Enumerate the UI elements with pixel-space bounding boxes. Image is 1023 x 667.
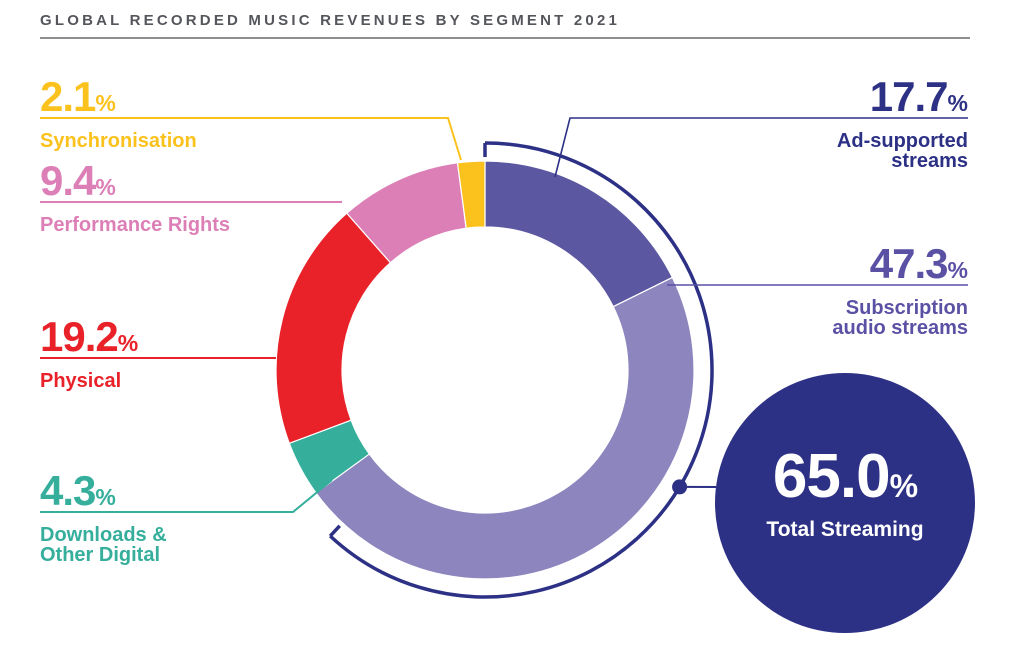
bracket-end-tick [328, 524, 342, 538]
callout-performance-rights: 9.4% Performance Rights [40, 157, 231, 236]
percent-sign: % [117, 330, 139, 356]
percent-sign: % [95, 174, 116, 200]
callout-label: Ad-supported streams [836, 130, 968, 172]
total-streaming-circle: 65.0% Total Streaming [715, 373, 975, 633]
callout-ad-supported-streams: 17.7% Ad-supported streams [836, 73, 968, 172]
percent-sign: % [95, 484, 116, 510]
leader-line-downloads-other-digital [40, 479, 333, 513]
donut-slice-ad-supported-streams [484, 160, 674, 308]
callout-label: Subscription audio streams [832, 297, 968, 339]
callout-physical: 19.2% Physical [40, 313, 139, 392]
percent-sign: % [95, 90, 116, 116]
callout-value: 47.3% [869, 240, 968, 287]
callout-label: Downloads & Other Digital [40, 524, 167, 566]
donut-slice-synchronisation [456, 160, 486, 229]
callout-value: 2.1% [40, 73, 116, 120]
donut-slice-subscription-audio-streams [315, 276, 695, 580]
total-label: Total Streaming [766, 517, 924, 541]
percent-sign: % [947, 257, 968, 283]
leader-line-ad-supported-streams [554, 117, 968, 178]
callout-value: 17.7% [869, 73, 968, 120]
leader-line-synchronisation [40, 117, 462, 161]
callout-value: 9.4% [40, 157, 116, 204]
total-value: 65.0% [772, 441, 918, 511]
callout-downloads-other-digital: 4.3% Downloads & Other Digital [40, 467, 167, 566]
bracket-dot [672, 479, 688, 495]
callout-synchronisation: 2.1% Synchronisation [40, 73, 197, 152]
title-underline [40, 37, 970, 39]
percent-sign: % [947, 90, 968, 116]
callout-label: Physical [40, 370, 122, 392]
streaming-bracket-arc [328, 141, 714, 599]
callout-label: Synchronisation [40, 130, 197, 152]
percent-sign: % [889, 467, 918, 504]
donut-slice-physical [275, 212, 392, 445]
page-title: GLOBAL RECORDED MUSIC REVENUES BY SEGMEN… [40, 12, 621, 29]
callout-subscription-audio-streams: 47.3% Subscription audio streams [832, 240, 968, 339]
callout-value: 19.2% [40, 313, 139, 360]
callout-value: 4.3% [40, 467, 116, 514]
total-streaming-content: 65.0% Total Streaming [766, 441, 924, 541]
callout-label: Performance Rights [40, 214, 231, 236]
